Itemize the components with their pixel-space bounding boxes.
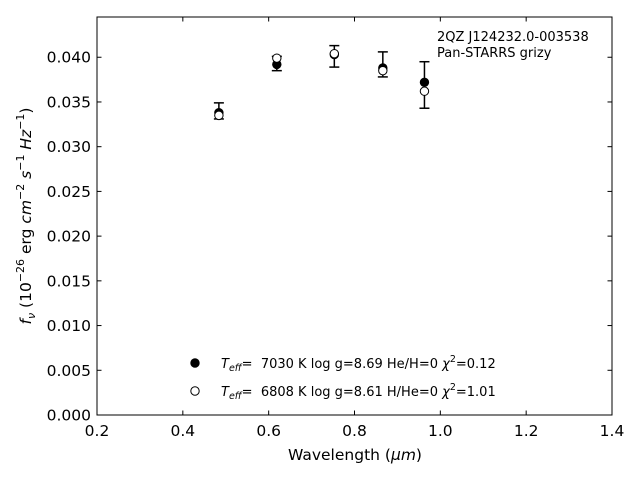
point-open (419, 86, 430, 96)
legend-entry-open: Teff= 6808 K log g=8.61 H/He=0 χ2=1.01 (221, 382, 496, 402)
x-tick-label: 1.2 (514, 422, 539, 440)
x-tick-label: 0.4 (171, 422, 196, 440)
y-tick-label: 0.035 (47, 93, 91, 111)
x-tick-label: 1.4 (600, 422, 625, 440)
y-tick-label: 0.030 (47, 138, 91, 156)
y-tick-label: 0.025 (47, 183, 91, 201)
point-open (214, 110, 224, 121)
y-tick-label: 0.040 (47, 49, 91, 67)
x-tick-label: 0.8 (342, 422, 367, 440)
legend: Teff= 7030 K log g=8.69 He/H=0 χ2=0.12 T… (190, 354, 496, 402)
y-axis: 0.000 0.005 0.010 0.015 0.020 0.025 0.030 0.035… (47, 49, 612, 425)
legend-marker-filled (190, 358, 200, 368)
point-open (329, 48, 340, 59)
survey-annotation: Pan-STARRS grizy (437, 46, 552, 61)
y-tick-label: 0.020 (47, 228, 91, 246)
y-axis-title: fν (10−26 erg cm−2 s−1 Hz−1) (14, 107, 38, 324)
x-tick-label: 1.0 (428, 422, 453, 440)
point-open (272, 53, 282, 63)
x-tick-label: 0.2 (85, 422, 110, 440)
x-axis: 0.2 0.4 0.6 0.8 1.0 1.2 1.4 (85, 17, 625, 440)
point-filled (419, 77, 430, 87)
y-tick-label: 0.015 (47, 272, 91, 290)
object-name-annotation: 2QZ J124232.0-003538 (437, 30, 589, 45)
point-open (378, 65, 388, 76)
x-axis-title: Wavelength (μm) (288, 446, 422, 464)
legend-entry-filled: Teff= 7030 K log g=8.69 He/H=0 χ2=0.12 (221, 354, 496, 374)
y-tick-label: 0.000 (47, 407, 91, 425)
y-tick-label: 0.005 (47, 362, 91, 380)
legend-marker-open (190, 386, 200, 396)
model-markers (214, 48, 430, 121)
x-tick-label: 0.6 (256, 422, 281, 440)
y-tick-label: 0.010 (47, 317, 91, 335)
